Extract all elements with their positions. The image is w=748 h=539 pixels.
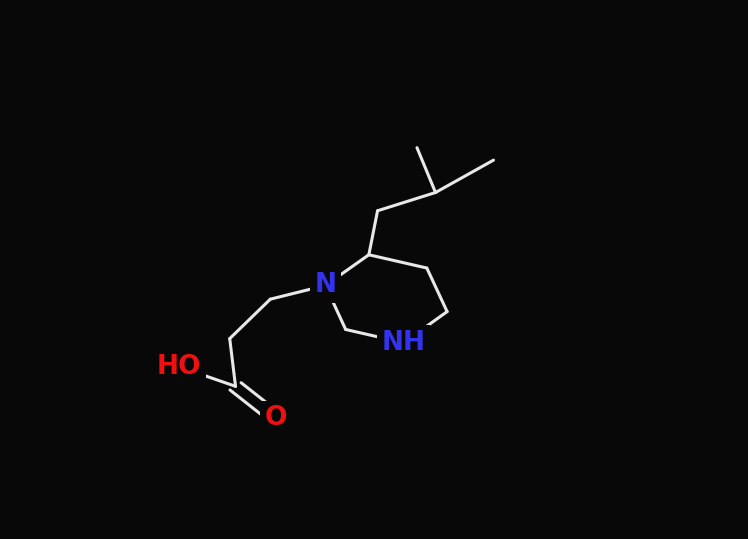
Text: O: O bbox=[265, 405, 287, 431]
Text: HO: HO bbox=[157, 354, 201, 380]
Text: NH: NH bbox=[381, 330, 426, 356]
Text: N: N bbox=[314, 273, 337, 299]
